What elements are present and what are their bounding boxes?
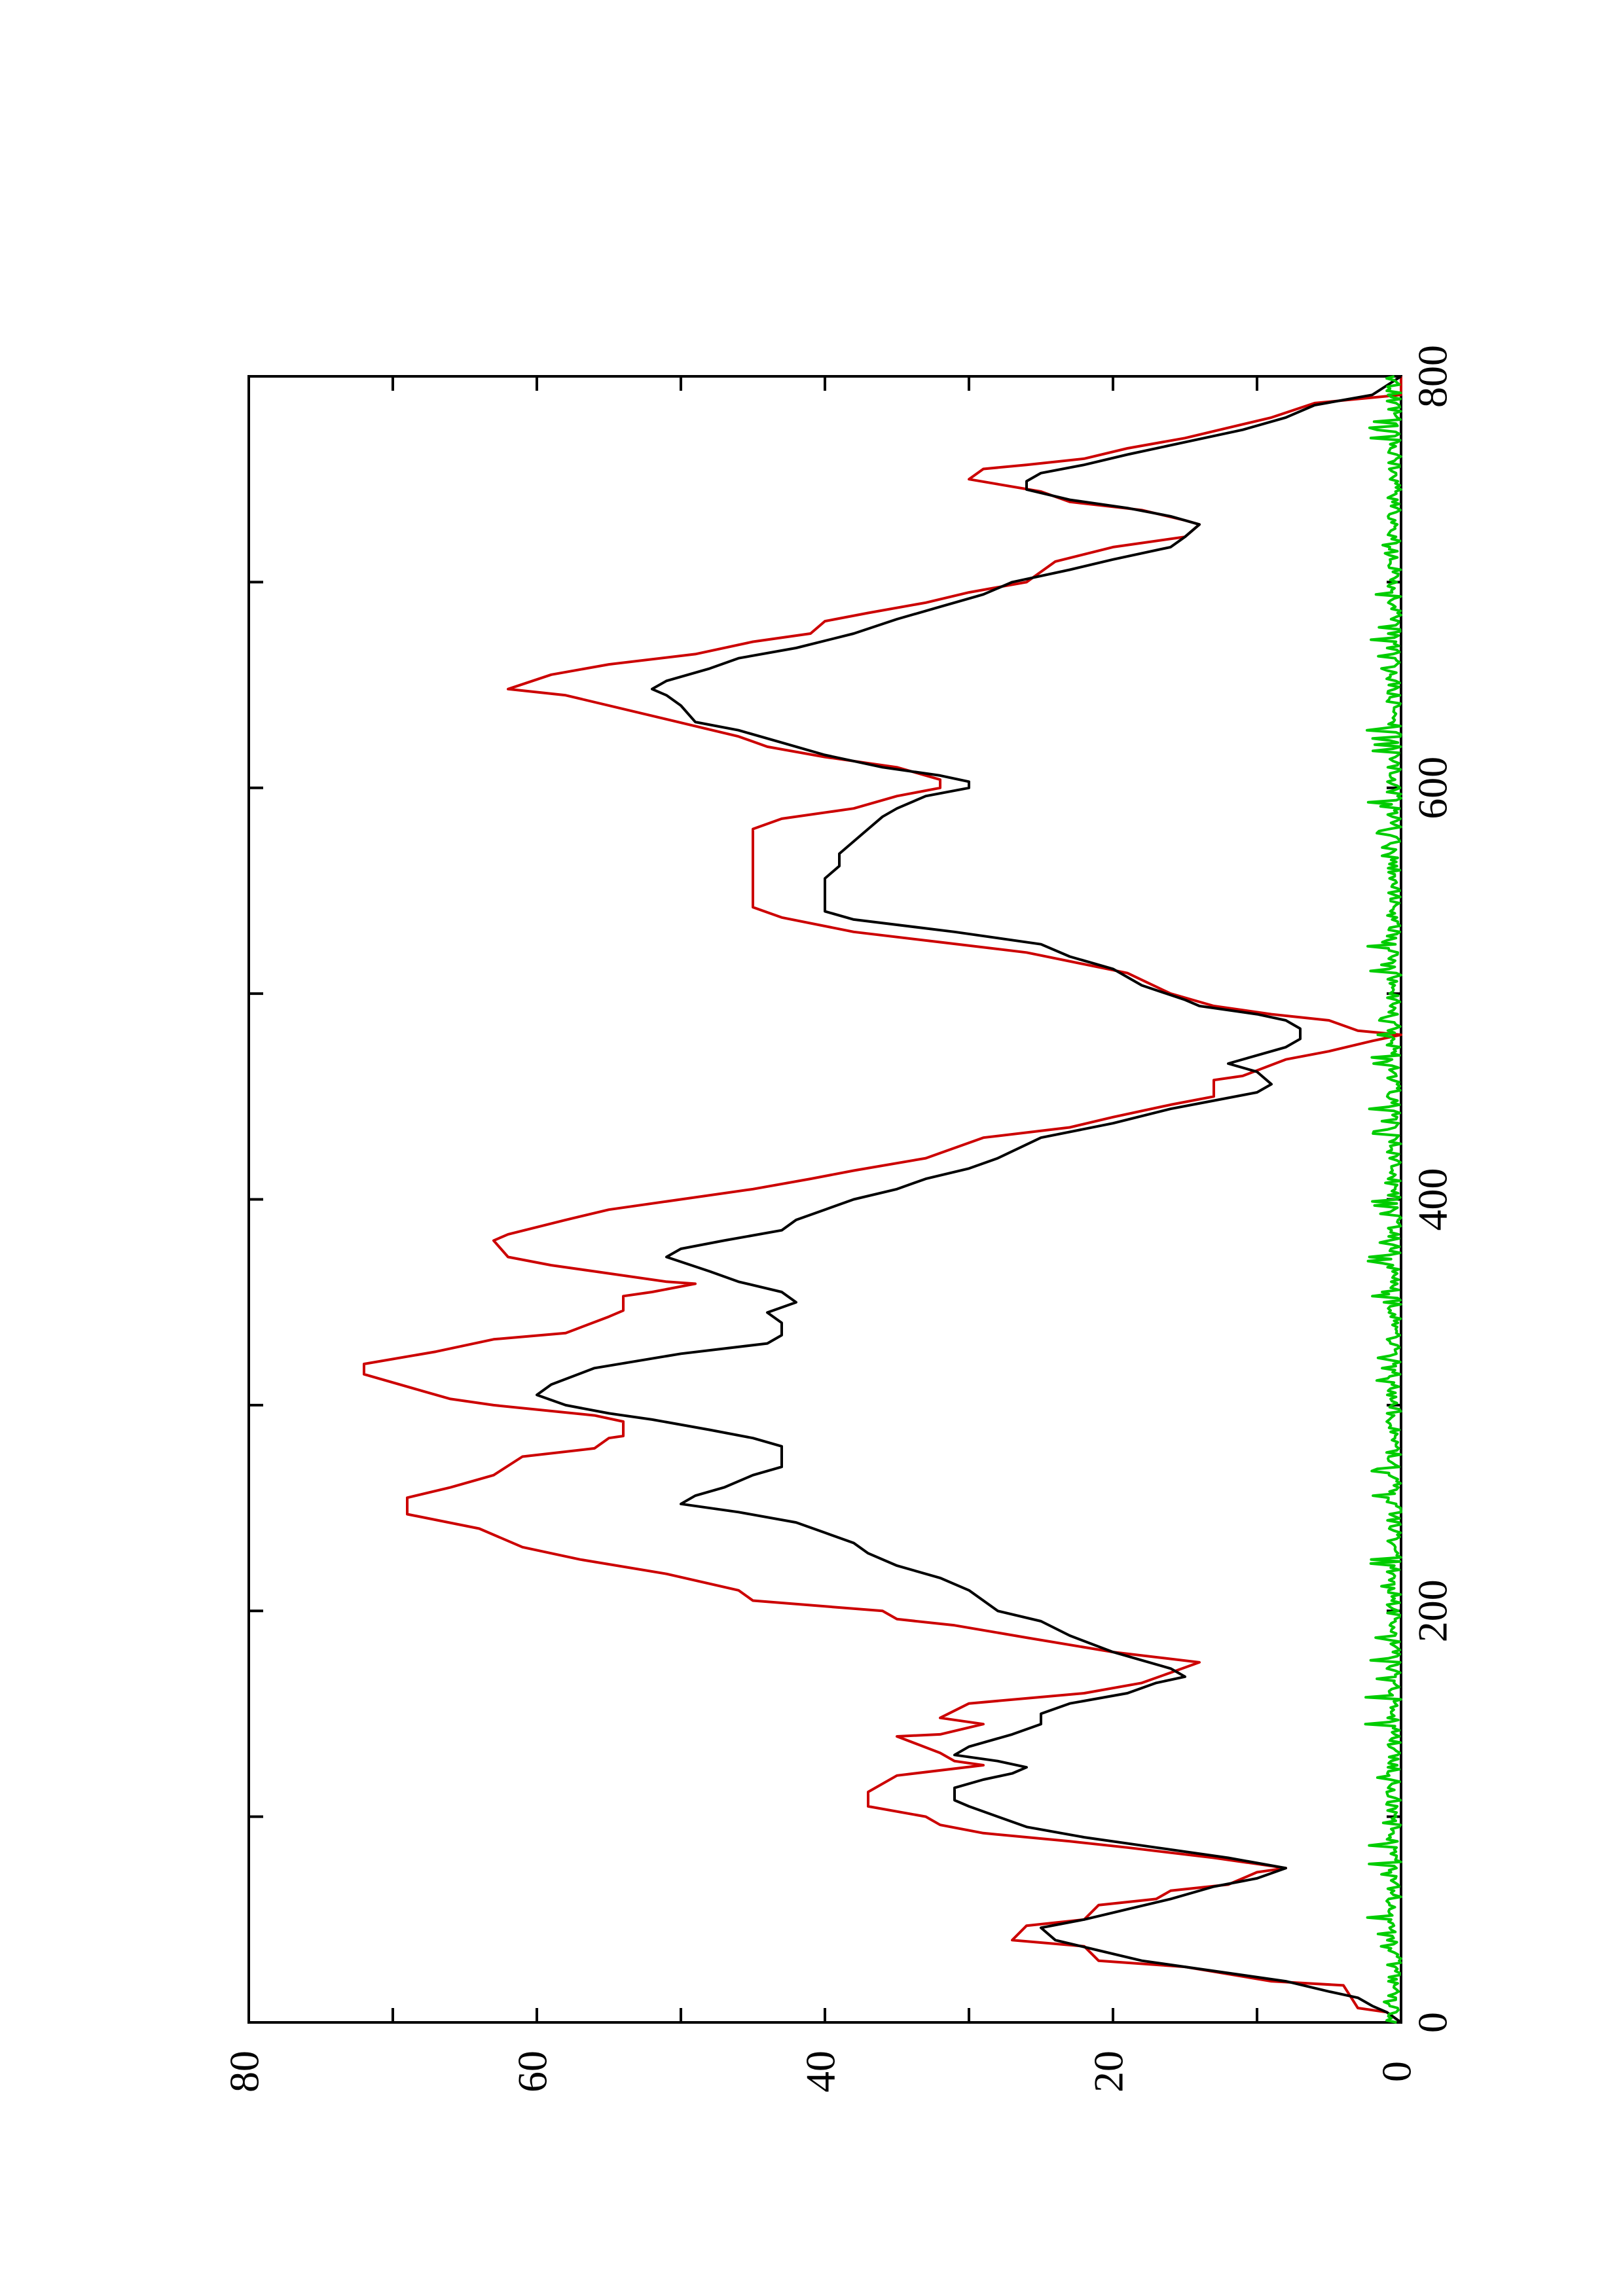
series-line-2 [536,375,1402,2024]
y-tick-label: 0 [1374,2061,1420,2082]
x-tick-label: 600 [1410,757,1456,819]
y-tick-label: 60 [509,2051,556,2092]
x-tick-label: 800 [1410,345,1456,408]
y-tick-label: 80 [221,2051,268,2092]
x-tick-label: 0 [1410,2012,1456,2033]
x-tick-label: 200 [1410,1579,1456,1642]
y-tick-label: 20 [1085,2051,1132,2092]
plot-frame [247,375,1402,2024]
plot-area: 0 200 400 600 800 0 20 40 60 80 [221,345,1456,2092]
x-tick-label: 400 [1410,1168,1456,1231]
y-tick-label: 40 [797,2051,844,2092]
series-line-1 [363,376,1402,2024]
series-line-3 [1364,375,1402,2024]
